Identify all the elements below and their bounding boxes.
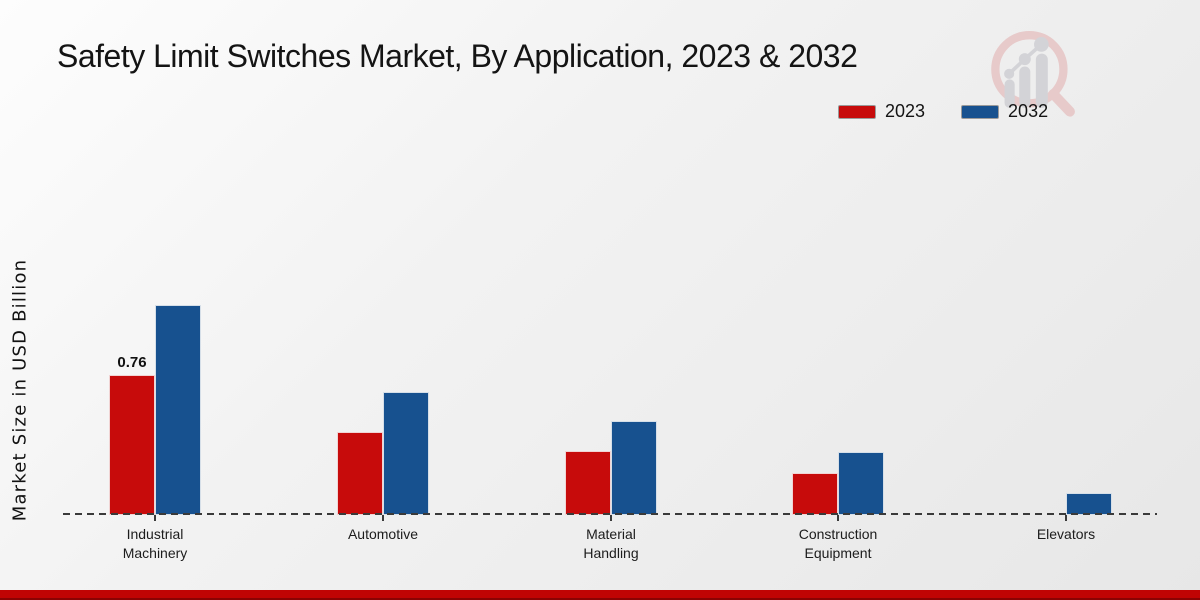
legend-swatch-2032 xyxy=(961,104,1000,119)
x-tick-construction-equipment xyxy=(837,515,839,521)
magnifier-growth-chart-logo-icon xyxy=(991,31,1075,117)
legend-item-2023: 2023 xyxy=(838,101,925,122)
x-tick-automotive xyxy=(382,515,384,521)
category-label-automotive: Automotive xyxy=(347,526,419,542)
legend-label-2023: 2023 xyxy=(885,101,926,121)
x-tick-industrial-machinery xyxy=(154,515,156,521)
bar-2032-industrial-machinery xyxy=(155,305,201,515)
bar-2032-construction-equipment xyxy=(838,452,884,515)
legend-label-2032: 2032 xyxy=(1008,101,1049,121)
chart-title: Safety Limit Switches Market, By Applica… xyxy=(57,38,858,74)
category-label-material-handling: Material Handling xyxy=(583,526,639,561)
bar-2032-automotive xyxy=(383,392,429,515)
bar-2032-material-handling xyxy=(611,421,657,515)
x-axis-line xyxy=(63,513,1157,515)
bar-2032-elevators xyxy=(1066,493,1112,515)
bar-2023-construction-equipment xyxy=(792,473,838,515)
legend: 2023 2032 xyxy=(838,101,1048,122)
bar-value-label-industrial-machinery: 0.76 xyxy=(117,354,147,371)
bar-2023-material-handling xyxy=(565,451,611,515)
bar-2023-automotive xyxy=(337,432,383,515)
category-label-industrial-machinery: Industrial Machinery xyxy=(122,526,188,561)
footer-accent-bar xyxy=(0,590,1200,600)
legend-swatch-2023 xyxy=(838,104,876,119)
x-tick-material-handling xyxy=(610,515,612,521)
bar-2023-industrial-machinery xyxy=(109,375,155,515)
category-label-elevators: Elevators xyxy=(1036,526,1096,542)
legend-item-2032: 2032 xyxy=(961,101,1048,122)
category-label-construction-equipment: Construction Equipment xyxy=(798,526,878,561)
x-tick-elevators xyxy=(1065,515,1067,521)
